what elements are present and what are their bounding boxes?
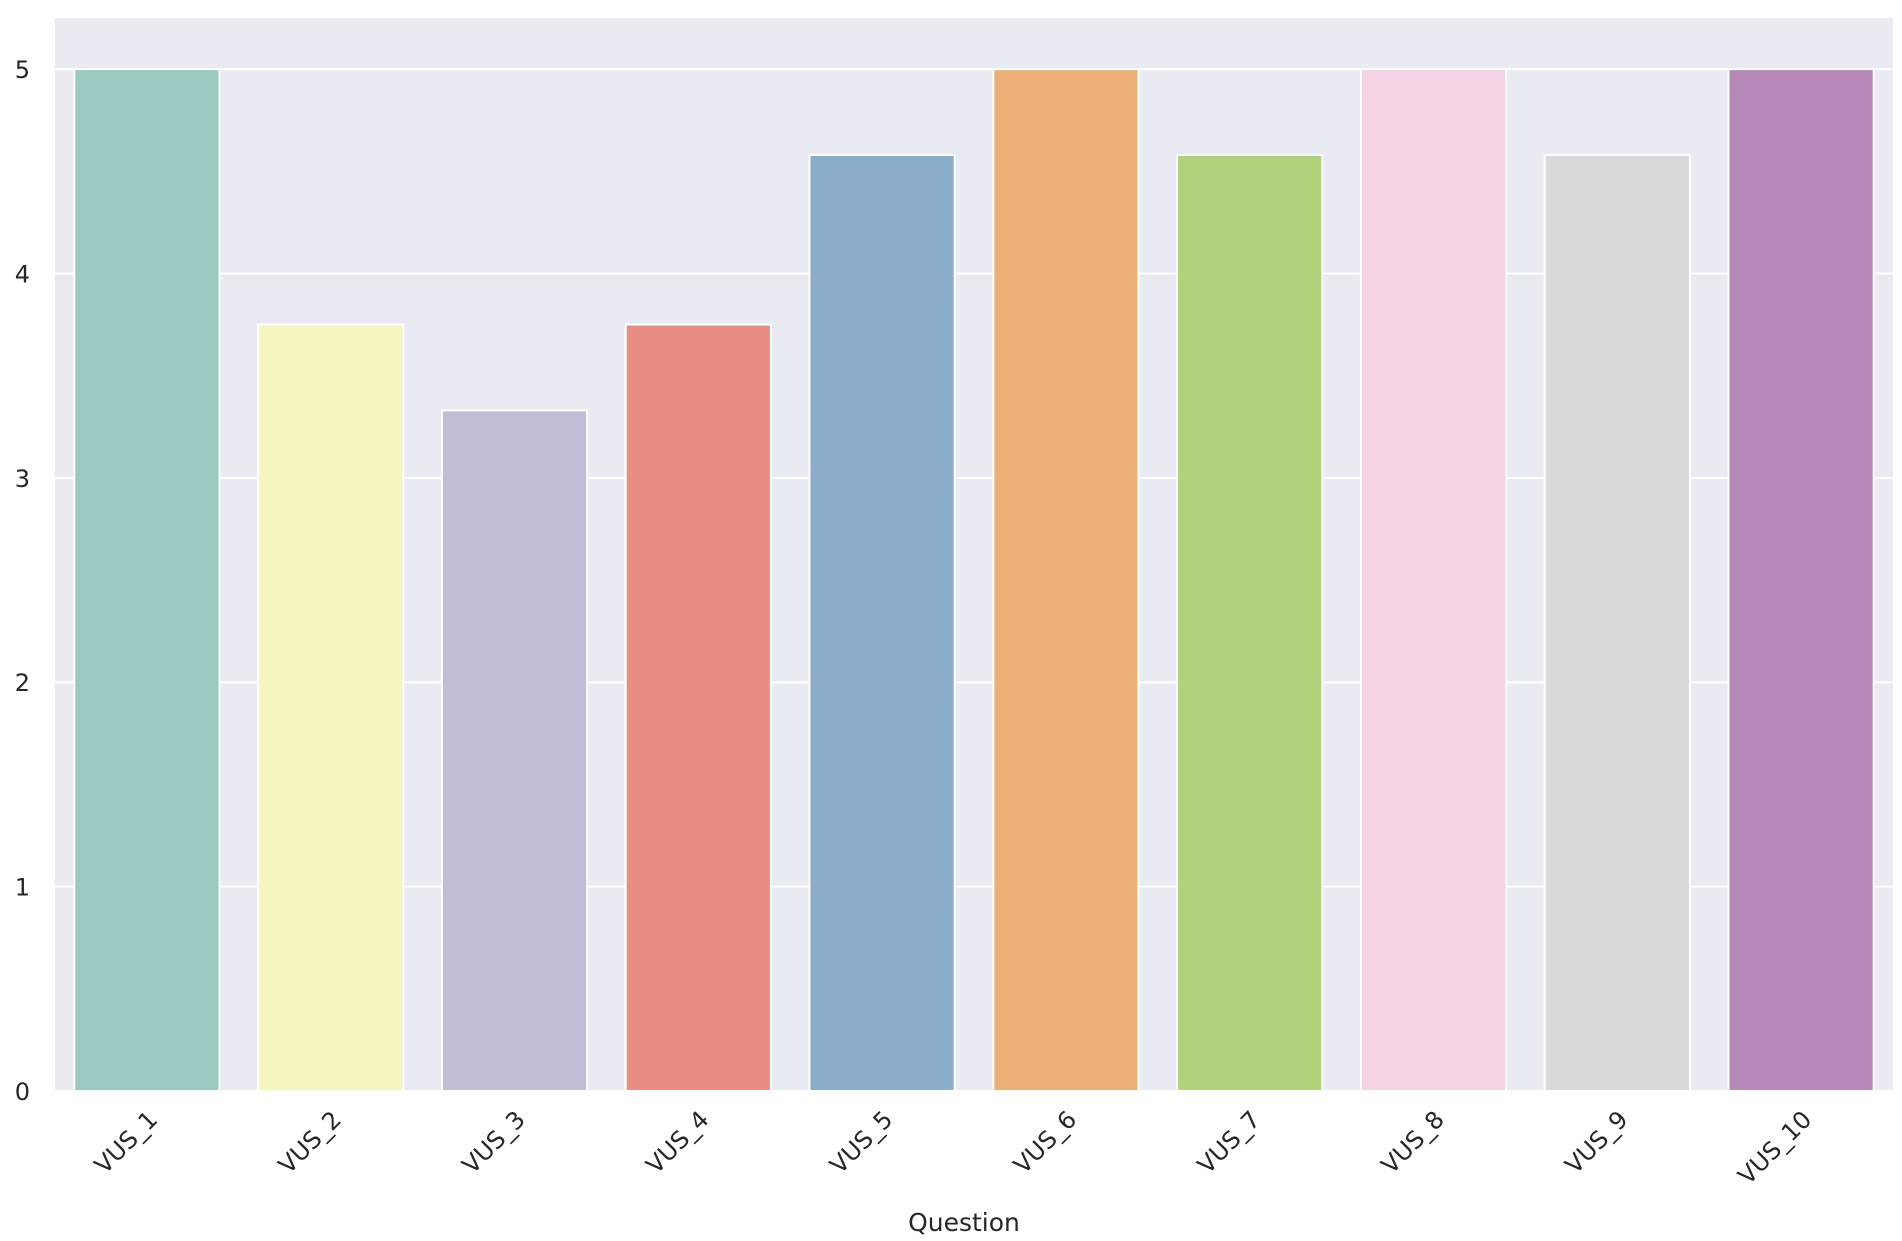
y-tick-label: 4 [15,260,30,288]
x-tick-label: VUS_2 [273,1105,347,1179]
x-tick-labels: VUS_1 VUS_2 VUS_3 VUS_4 VUS_5 VUS_6 VUS_7 VUS_8… [89,1105,1817,1190]
y-tick-labels: 0 1 2 3 4 5 [15,56,30,1106]
x-tick-label: VUS_5 [824,1105,898,1179]
x-tick-label: VUS_4 [641,1105,715,1179]
x-tick-label: VUS_6 [1008,1105,1082,1179]
bar-vus-3 [440,409,589,1092]
bar-vus-7 [1176,153,1324,1092]
x-tick-label: VUS_3 [457,1105,531,1179]
bar-vus-1 [73,68,221,1093]
y-tick-label: 1 [15,874,30,902]
bar-vus-4 [624,323,772,1093]
x-tick-label: VUS_1 [89,1105,163,1179]
bar-vus-6 [992,68,1140,1093]
y-tick-label: 2 [15,669,30,697]
bars [73,68,1875,1093]
bar-vus-5 [808,153,956,1092]
bar-vus-9 [1543,153,1691,1092]
y-tick-label: 5 [15,56,30,84]
x-tick-label: VUS_8 [1376,1105,1450,1179]
y-tick-label: 0 [15,1078,30,1106]
x-axis-label: Question [908,1208,1020,1237]
x-tick-label: VUS_10 [1733,1105,1818,1190]
bar-vus-10 [1727,68,1875,1093]
bar-vus-2 [257,323,405,1093]
bar-vus-8 [1359,68,1508,1093]
y-tick-label: 3 [15,465,30,493]
x-tick-label: VUS_7 [1192,1105,1266,1179]
x-tick-label: VUS_9 [1560,1105,1634,1179]
